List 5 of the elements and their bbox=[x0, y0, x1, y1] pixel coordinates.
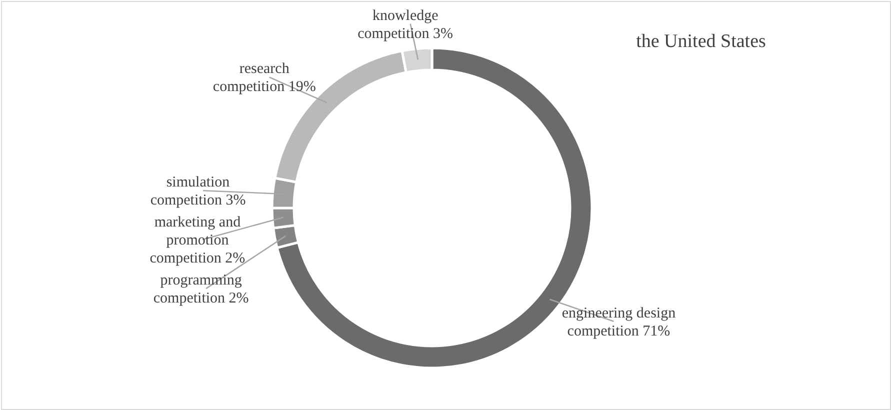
slice-label: engineering design competition 71% bbox=[562, 305, 676, 340]
text: the United States bbox=[636, 31, 766, 52]
slice-label: knowledge competition 3% bbox=[358, 8, 454, 42]
slice-label: research competition 19% bbox=[212, 61, 316, 96]
slice-label: programming competition 2% bbox=[153, 272, 249, 307]
